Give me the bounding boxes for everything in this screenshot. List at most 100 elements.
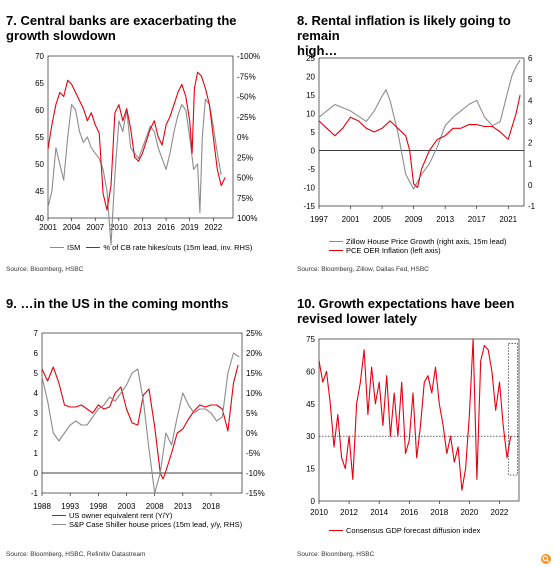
y-tick-label: 0 — [34, 469, 39, 478]
y-tick-label: 20 — [306, 73, 315, 82]
plot-frame — [318, 57, 525, 207]
y-tick-label: 3 — [34, 409, 39, 418]
legend-label: ISM — [67, 243, 81, 252]
legend-item-ism: ISM — [50, 243, 80, 252]
y2-tick-label: 100% — [237, 214, 257, 223]
series-line — [318, 94, 521, 189]
plot-frame — [41, 332, 243, 494]
zoom-lens-icon[interactable] — [540, 553, 552, 565]
series-line — [318, 59, 521, 190]
legend-swatch — [52, 515, 66, 516]
y-tick-label: -5 — [308, 165, 316, 174]
y-tick-label: 50 — [35, 160, 44, 169]
panel-7-legend: ISM % of CB rate hikes/cuts (15m lead, i… — [50, 243, 252, 252]
y2-tick-label: 50% — [237, 174, 253, 183]
series-line — [47, 71, 226, 211]
y2-tick-label: 1 — [528, 160, 533, 169]
y2-tick-label: 0% — [246, 429, 258, 438]
x-tick-label: 2018 — [430, 508, 448, 517]
y-tick-label: 25 — [306, 54, 315, 63]
y2-tick-label: 5 — [528, 75, 533, 84]
y-tick-label: 75 — [306, 335, 315, 344]
y-tick-label: 0 — [311, 497, 316, 506]
x-tick-label: 2022 — [491, 508, 509, 517]
legend-swatch — [50, 247, 64, 248]
y-tick-label: 30 — [306, 432, 315, 441]
panel-10: 10. Growth expectations have been revise… — [277, 283, 554, 567]
panel-7-title-line2: growth slowdown — [6, 28, 116, 43]
legend-item-pce-oer: PCE OER Inflation (left axis) — [329, 246, 506, 255]
series-line — [41, 364, 239, 480]
x-tick-label: 2016 — [400, 508, 418, 517]
legend-item-gdp-diffusion: Consensus GDP forecast diffusion index — [329, 526, 480, 535]
x-tick-label: 2010 — [310, 508, 328, 517]
x-tick-label: 1993 — [61, 502, 79, 511]
legend-item-oer: US owner equivalent rent (Y/Y) — [52, 511, 242, 520]
y2-tick-label: 0 — [528, 181, 533, 190]
x-tick-label: 2007 — [86, 223, 104, 232]
legend-swatch — [329, 530, 343, 531]
x-tick-label: 2005 — [373, 215, 391, 224]
chart-9: 7 6 5 4 3 2 1 0 -1 25% 20% 15% 10% 5% 0% -5% -10% -15% 198… — [31, 329, 265, 511]
y2-tick-label: 10% — [246, 389, 262, 398]
x-tick-label: 2013 — [134, 223, 152, 232]
y2-tick-label: 5% — [246, 409, 258, 418]
y2-tick-label: 3 — [528, 117, 533, 126]
legend-swatch — [86, 247, 101, 248]
x-tick-label: 2018 — [202, 502, 220, 511]
y-tick-label: 10 — [306, 110, 315, 119]
y2-tick-label: 2 — [528, 139, 533, 148]
y2-tick-label: -50% — [237, 93, 256, 102]
y-tick-label: 5 — [311, 128, 316, 137]
legend-swatch — [329, 241, 343, 242]
panel-10-title-line2: revised lower lately — [297, 311, 417, 326]
x-tick-label: 2016 — [157, 223, 175, 232]
legend-item-case-shiller: S&P Case Shiller house prices (15m lead,… — [52, 520, 242, 529]
y-tick-label: 55 — [35, 133, 44, 142]
y2-tick-label: -1 — [528, 202, 536, 211]
legend-label: PCE OER Inflation (left axis) — [346, 246, 441, 255]
series-line — [41, 352, 240, 494]
legend-item-zillow: Zillow House Price Growth (right axis, 1… — [329, 237, 506, 246]
panel-8-title-line2: high… — [297, 43, 338, 58]
x-tick-label: 1997 — [310, 215, 328, 224]
panel-10-title: 10. Growth expectations have been revise… — [297, 296, 514, 326]
x-tick-label: 2012 — [340, 508, 358, 517]
x-tick-label: 2019 — [181, 223, 199, 232]
panel-9: 9. …in the US in the coming months 7 6 5 4 3… — [0, 283, 277, 567]
x-tick-label: 2014 — [370, 508, 388, 517]
plot-frame — [47, 55, 234, 219]
x-tick-label: 1998 — [89, 502, 107, 511]
legend-swatch — [329, 250, 343, 251]
legend-swatch — [52, 524, 66, 525]
y-tick-label: 2 — [34, 429, 39, 438]
x-tick-label: 2013 — [436, 215, 454, 224]
y2-tick-label: 25% — [237, 153, 253, 162]
y-tick-label: 40 — [35, 214, 44, 223]
panel-9-title: 9. …in the US in the coming months — [6, 296, 228, 311]
y-tick-label: 7 — [34, 329, 39, 338]
panel-10-source: Source: Bloomberg, HSBC — [297, 551, 375, 558]
y2-tick-label: 4 — [528, 96, 533, 105]
x-tick-label: 2021 — [499, 215, 517, 224]
legend-label: S&P Case Shiller house prices (15m lead,… — [69, 520, 243, 529]
panel-8-title: 8. Rental inflation is likely going to r… — [297, 13, 554, 58]
y2-tick-label: 0% — [237, 133, 249, 142]
x-tick-label: 2017 — [468, 215, 486, 224]
x-tick-label: 2001 — [39, 223, 57, 232]
x-tick-label: 2009 — [405, 215, 423, 224]
y-tick-label: 45 — [306, 400, 315, 409]
panel-10-title-line1: 10. Growth expectations have been — [297, 296, 515, 311]
y-tick-label: 70 — [35, 52, 44, 61]
y-tick-label: 1 — [34, 449, 39, 458]
legend-label: % of CB rate hikes/cuts (15m lead, inv. … — [103, 243, 253, 252]
panel-7-source: Source: Bloomberg, HSBC — [6, 266, 84, 273]
highlight-box — [508, 343, 518, 476]
series-line — [47, 98, 222, 246]
x-tick-label: 2003 — [118, 502, 136, 511]
y-tick-label: 65 — [35, 79, 44, 88]
y2-tick-label: -5% — [246, 449, 260, 458]
chart-10: 75 60 45 30 15 0 2010 2012 2014 2016 2018 2020 2022 — [306, 335, 520, 517]
y2-tick-label: 15% — [246, 369, 262, 378]
y2-tick-label: -100% — [237, 52, 260, 61]
